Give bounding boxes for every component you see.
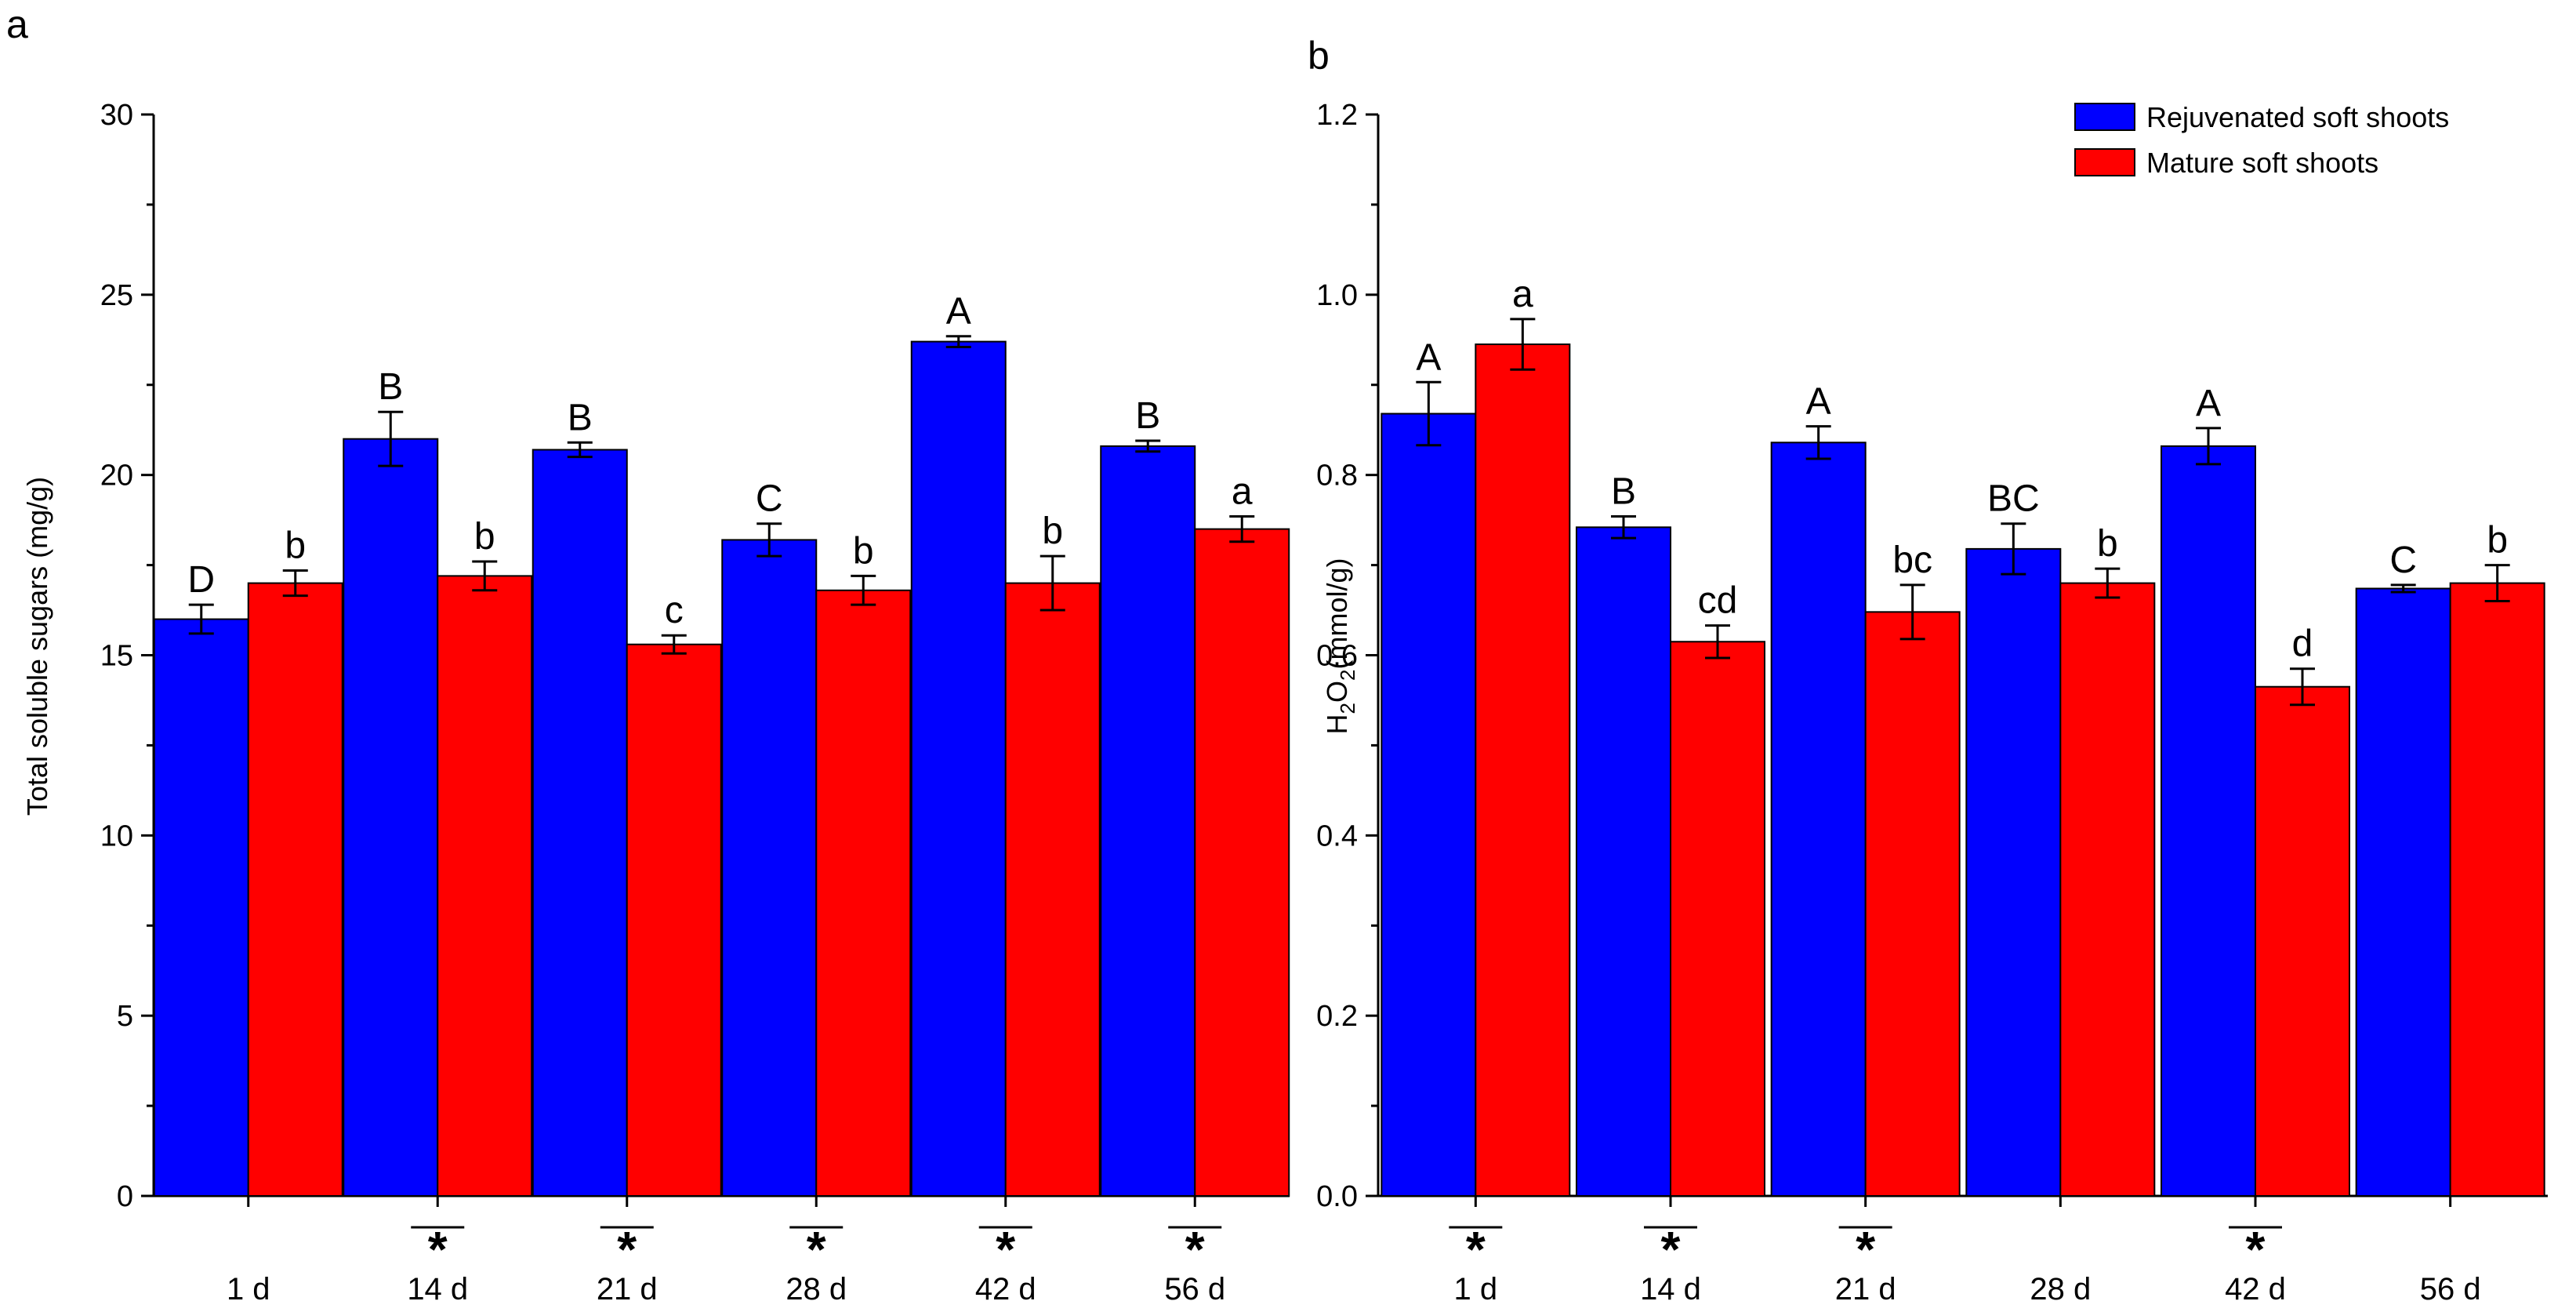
panel-a-bar-mature <box>437 575 533 1197</box>
panel-b-category-label: 42 d <box>2225 1272 2286 1307</box>
panel-b-significance-star: * <box>1661 1221 1681 1277</box>
panel-a-category-label: 1 d <box>227 1272 270 1307</box>
legend: Rejuvenated soft shoots Mature soft shoo… <box>2074 101 2449 179</box>
panel-a-bar-mature <box>247 582 343 1197</box>
panel-b-significance-letter: A <box>2196 383 2221 424</box>
panel-b-bar-mature <box>1475 343 1571 1198</box>
panel-a-bar-mature <box>626 643 722 1197</box>
panel-b-bar-rejuvenated <box>1576 526 1671 1197</box>
panel-b-bar-rejuvenated <box>2161 445 2256 1197</box>
panel-a-y-tick-label: 10 <box>100 820 133 852</box>
panel-a-significance-letter: b <box>285 525 306 566</box>
panel-a-bar-rejuvenated <box>153 618 249 1197</box>
panel-a-significance-letter: b <box>1042 511 1063 552</box>
panel-a-y-tick-label: 0 <box>117 1180 133 1213</box>
panel-a-significance-star: * <box>1185 1221 1205 1277</box>
panel-b-bar-rejuvenated <box>1770 442 1867 1197</box>
panel-b-significance-star: * <box>2246 1221 2266 1277</box>
panel-a-significance-letter: c <box>665 590 684 631</box>
panel-a-y-axis-label: Total soluble sugars (mg/g) <box>21 477 53 816</box>
panel-a-significance-letter: C <box>756 478 783 520</box>
panel-a-bar-mature <box>815 589 912 1197</box>
panel-b-bar-mature <box>2255 685 2350 1197</box>
panel-b-bar-mature <box>1864 611 1961 1197</box>
panel-b-y-tick-label: 0.0 <box>1316 1180 1358 1213</box>
panel-a-bar-rejuvenated <box>1100 445 1196 1197</box>
panel-a-significance-letter: B <box>1135 395 1160 437</box>
panel-a-category-label: 14 d <box>407 1272 468 1307</box>
panel-b-y-tick-label: 0.8 <box>1316 460 1358 492</box>
panel-b-significance-letter: B <box>1611 471 1636 513</box>
panel-a-bar-mature <box>1194 528 1290 1197</box>
panel-b-significance-letter: bc <box>1892 540 1932 581</box>
panel-a-y-tick-label: 25 <box>100 279 133 312</box>
panel-a-bar-rejuvenated <box>532 449 628 1197</box>
panel-b-significance-letter: cd <box>1698 580 1738 622</box>
panel-a-bar-rejuvenated <box>721 539 818 1197</box>
panel-a-y-tick-label: 15 <box>100 640 133 673</box>
panel-b-bar-mature <box>2449 582 2545 1197</box>
legend-label-rejuvenated: Rejuvenated soft shoots <box>2146 101 2449 133</box>
panel-a-y-tick-label: 30 <box>100 99 133 132</box>
panel-b-significance-letter: b <box>2487 520 2508 562</box>
panel-b-category-label: 28 d <box>2030 1272 2091 1307</box>
panel-a-significance-letter: D <box>187 559 215 601</box>
panel-a-y-tick-label: 5 <box>117 1000 133 1033</box>
panel-b-bar-rejuvenated <box>1965 547 2062 1197</box>
panel-b-significance-letter: d <box>2292 623 2313 665</box>
panel-a-category-label: 28 d <box>785 1272 847 1307</box>
panel-a-category-label: 21 d <box>597 1272 658 1307</box>
legend-swatch-rejuvenated <box>2074 103 2135 131</box>
panel-a-significance-star: * <box>617 1221 637 1277</box>
panel-b-significance-star: * <box>1466 1221 1486 1277</box>
panel-a-significance-letter: b <box>474 516 495 558</box>
panel-a-significance-letter: a <box>1232 471 1253 513</box>
panel-b-y-tick-label: 0.2 <box>1316 1000 1358 1033</box>
panel-a-significance-letter: B <box>378 366 403 408</box>
panel-a-bar-rejuvenated <box>343 438 439 1197</box>
panel-a-significance-star: * <box>807 1221 826 1277</box>
panel-b-y-tick-label: 0.6 <box>1316 640 1358 673</box>
panel-b-letter: b <box>1308 34 1330 78</box>
panel-b-significance-letter: a <box>1512 274 1533 315</box>
panel-b-y-tick-label: 1.0 <box>1316 279 1358 312</box>
panel-a-letter: a <box>6 2 28 46</box>
panel-b-significance-letter: A <box>1416 336 1441 378</box>
panel-a-category-label: 42 d <box>975 1272 1036 1307</box>
panel-b: b H2O2(mmol/g) 0.00.20.40.60.81.01.21 dA… <box>1308 34 2548 1307</box>
panel-b-y-tick-label: 1.2 <box>1316 99 1358 132</box>
panel-b-category-label: 14 d <box>1640 1272 1701 1307</box>
panel-a-significance-star: * <box>996 1221 1015 1277</box>
panel-b-significance-letter: b <box>2097 523 2118 565</box>
panel-a: a Total soluble sugars (mg/g) 0 5 10 15 20 25… <box>6 2 1290 1307</box>
panel-b-bar-mature <box>1670 641 1765 1197</box>
panel-b-bar-mature <box>2059 582 2156 1197</box>
panel-a-significance-letter: b <box>853 530 874 572</box>
panel-b-significance-letter: BC <box>1987 478 2040 520</box>
panel-a-bar-rejuvenated <box>910 340 1007 1198</box>
panel-b-bar-rejuvenated <box>2355 587 2451 1197</box>
panel-a-significance-letter: A <box>946 291 971 333</box>
panel-b-category-label: 21 d <box>1835 1272 1896 1307</box>
panel-a-y-tick-label: 20 <box>100 460 133 492</box>
panel-b-significance-letter: A <box>1806 381 1831 423</box>
panel-b-significance-star: * <box>1856 1221 1875 1277</box>
panel-a-significance-letter: B <box>568 397 593 438</box>
panel-b-category-label: 1 d <box>1454 1272 1498 1307</box>
panel-b-bar-rejuvenated <box>1381 412 1477 1197</box>
panel-b-significance-letter: C <box>2389 540 2417 581</box>
legend-swatch-mature <box>2074 148 2135 176</box>
panel-b-category-label: 56 d <box>2420 1272 2481 1307</box>
panel-a-bar-mature <box>1004 582 1101 1197</box>
panel-b-y-tick-label: 0.4 <box>1316 820 1358 852</box>
panel-a-significance-star: * <box>428 1221 448 1277</box>
legend-label-mature: Mature soft shoots <box>2146 147 2378 179</box>
panel-a-category-label: 56 d <box>1164 1272 1225 1307</box>
